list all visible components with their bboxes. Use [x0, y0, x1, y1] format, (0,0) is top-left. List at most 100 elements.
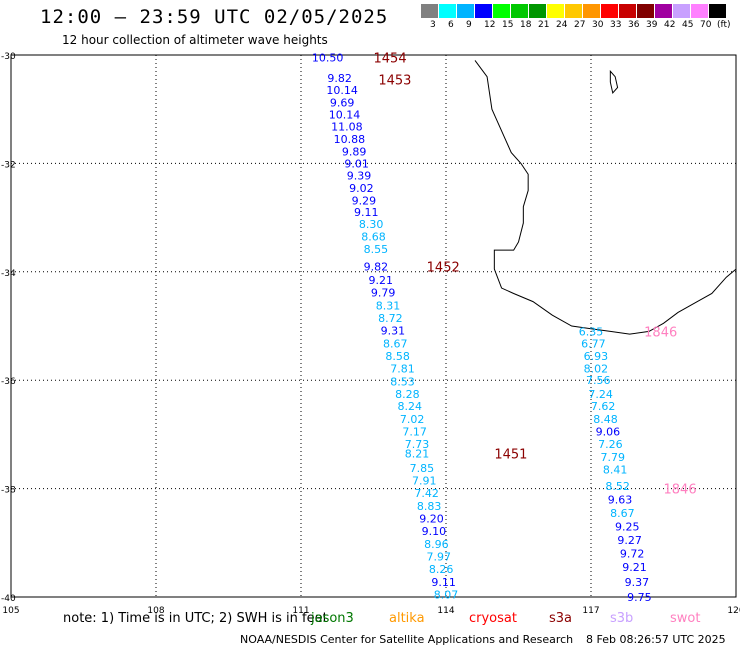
altimeter-tracks: 10.509.8210.149.6910.1411.0810.889.899.0…	[312, 52, 652, 604]
track-b-value: 7.79	[601, 451, 626, 464]
track-a-value: 8.96	[424, 538, 449, 551]
track-a-value: 10.50	[312, 52, 344, 65]
track-a-value: 7.02	[400, 413, 425, 426]
map-title: 12:00 – 23:59 UTC 02/05/2025	[40, 6, 389, 28]
lon-tick-label: 114	[437, 606, 454, 616]
track-b-value: 9.37	[625, 576, 650, 589]
track-a-value: 9.82	[364, 260, 389, 273]
lat-tick-label: -38	[1, 486, 16, 496]
satellite-name: jason3	[311, 611, 354, 626]
legend-swatch	[601, 4, 618, 18]
track-b-value: 6.93	[584, 350, 609, 363]
track-a-value: 7.85	[410, 462, 435, 475]
track-a-value: 9.11	[354, 206, 379, 219]
track-a-value: 8.53	[390, 375, 415, 388]
legend-swatch	[709, 4, 726, 18]
track-a-value: 7.42	[414, 487, 439, 500]
pass-number-label: 1846	[644, 325, 677, 340]
legend-label: 21	[538, 20, 550, 30]
lat-tick-label: -32	[1, 160, 16, 170]
lon-tick-label: 111	[292, 606, 309, 616]
track-b-value: 8.67	[610, 507, 635, 520]
track-a-value: 9.89	[342, 145, 367, 158]
track-a-value: 9.79	[371, 286, 396, 299]
lon-tick-label: 117	[582, 606, 599, 616]
track-a-value: 7.97	[427, 550, 452, 563]
legend-label: 36	[628, 20, 640, 30]
track-a-value: 9.82	[327, 72, 352, 85]
legend-swatch	[619, 4, 636, 18]
track-b-value: 9.63	[608, 493, 633, 506]
legend-swatch	[655, 4, 672, 18]
track-a-value: 9.10	[422, 525, 447, 538]
legend-swatch	[421, 4, 438, 18]
lat-tick-label: -40	[1, 594, 16, 604]
legend-label: 12	[484, 20, 496, 30]
track-a-value: 8.30	[359, 218, 384, 231]
track-a-value: 8.07	[434, 588, 459, 601]
legend-swatch	[583, 4, 600, 18]
axis-ticks: -30 -32 -34 -36 -38 -40 105 108 111 114 117 120	[1, 52, 740, 616]
track-a-value: 7.73	[405, 438, 430, 451]
legend-swatch	[493, 4, 510, 18]
legend-label: 70	[700, 20, 712, 30]
track-a-value: 7.17	[402, 426, 427, 439]
footer-note: note: 1) Time is in UTC; 2) SWH is in fe…	[63, 611, 328, 626]
australia-coastline	[474, 60, 737, 335]
track-a-value: 8.67	[383, 337, 408, 350]
legend-swatch	[547, 4, 564, 18]
track-a-value: 9.39	[347, 169, 372, 182]
track-b-value: 7.24	[588, 388, 613, 401]
track-b-value: 9.75	[627, 591, 652, 604]
lat-lon-grid	[10, 54, 737, 598]
legend-label: 33	[610, 20, 622, 30]
legend-label: 24	[556, 20, 568, 30]
track-b-value: 8.52	[605, 480, 630, 493]
track-b-value: 9.72	[620, 548, 645, 561]
track-a-value: 8.72	[378, 312, 403, 325]
track-a-value: 7.91	[412, 474, 437, 487]
track-a-value: 8.28	[395, 388, 420, 401]
island-outline	[609, 69, 619, 95]
satellite-name: cryosat	[469, 611, 517, 626]
legend-swatch	[673, 4, 690, 18]
legend-swatch	[691, 4, 708, 18]
track-b-value: 9.27	[617, 534, 642, 547]
track-b-value: 6.35	[579, 325, 604, 338]
track-a-value: 8.83	[417, 500, 442, 513]
satellite-name: s3b	[610, 611, 634, 626]
track-b-value: 9.25	[615, 521, 640, 534]
legend-label: 45	[682, 20, 694, 30]
legend-label: 42	[664, 20, 676, 30]
satellite-name: altika	[389, 611, 425, 626]
track-a-value: 8.68	[361, 231, 386, 244]
lat-tick-label: -34	[1, 269, 16, 279]
lat-tick-label: -30	[1, 52, 16, 62]
track-a-value: 9.01	[344, 157, 369, 170]
legend-label: 15	[502, 20, 514, 30]
track-b-value: 6.77	[581, 337, 606, 350]
legend-swatch	[439, 4, 456, 18]
credit-line: NOAA/NESDIS Center for Satellite Applica…	[240, 633, 574, 646]
track-a-value: 9.29	[352, 194, 377, 207]
track-b-value: 8.02	[584, 362, 609, 375]
legend-label: 3	[430, 20, 436, 30]
track-b-value: 7.62	[591, 400, 616, 413]
pass-number-label: 1451	[494, 447, 527, 462]
map-frame	[10, 54, 737, 598]
pass-number-label: 1452	[427, 260, 460, 275]
legend-swatch	[511, 4, 528, 18]
legend-label: 9	[466, 20, 472, 30]
lon-tick-label: 105	[2, 606, 19, 616]
legend-swatch	[457, 4, 474, 18]
satellite-name: swot	[670, 611, 701, 626]
track-a-value: 7.81	[390, 362, 415, 375]
track-a-value: 8.31	[376, 299, 401, 312]
legend-label: 18	[520, 20, 532, 30]
track-a-value: 8.24	[398, 400, 423, 413]
legend-unit: (ft)	[717, 20, 731, 30]
track-b-value: 7.56	[586, 374, 611, 387]
legend-swatch	[475, 4, 492, 18]
pass-number-label: 1453	[378, 73, 411, 88]
